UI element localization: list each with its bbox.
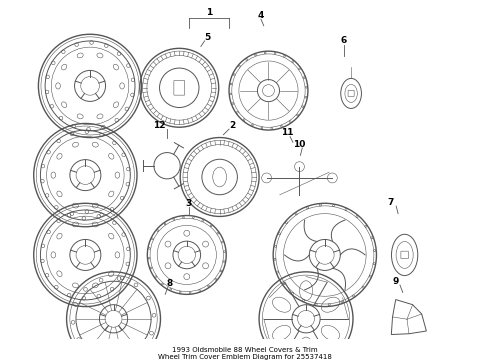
Text: 4: 4 <box>258 11 264 20</box>
Text: 5: 5 <box>204 32 211 41</box>
Text: 6: 6 <box>341 36 347 45</box>
Text: 12: 12 <box>153 121 166 130</box>
Text: 2: 2 <box>230 121 236 130</box>
Text: 7: 7 <box>388 198 394 207</box>
Text: 1993 Oldsmobile 88 Wheel Covers & Trim
Wheel Trim Cover Emblem Diagram for 25537: 1993 Oldsmobile 88 Wheel Covers & Trim W… <box>158 347 332 360</box>
Text: 9: 9 <box>392 277 398 286</box>
Text: 3: 3 <box>186 199 192 208</box>
Text: 8: 8 <box>167 279 173 288</box>
Text: 1: 1 <box>206 8 213 17</box>
Text: 11: 11 <box>281 129 294 138</box>
Text: 10: 10 <box>294 140 306 149</box>
